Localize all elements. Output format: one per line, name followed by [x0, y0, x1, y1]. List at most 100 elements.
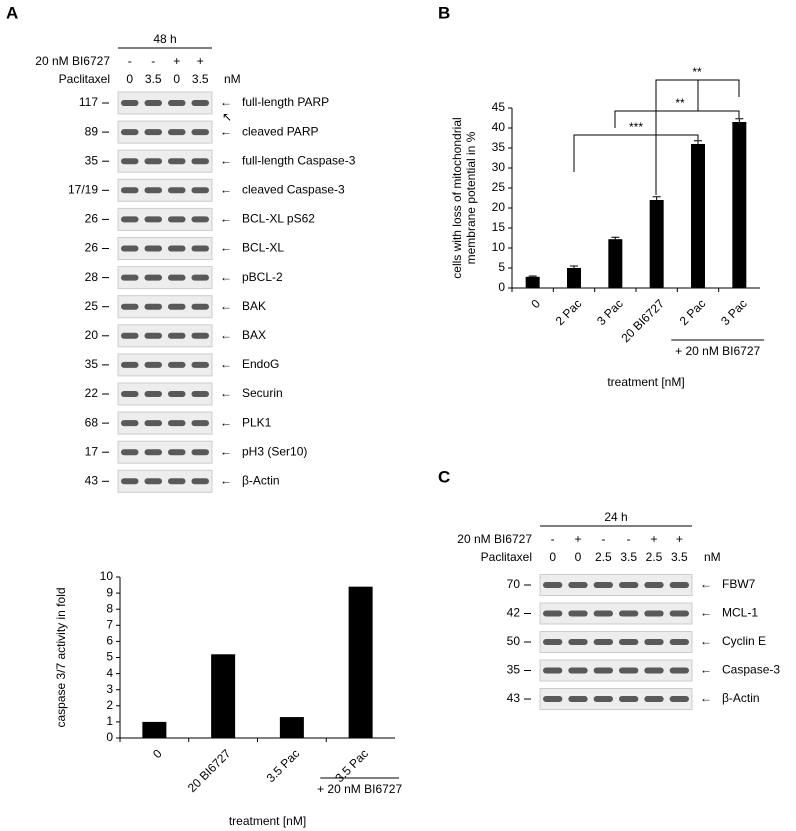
band [168, 332, 186, 339]
band [191, 158, 209, 165]
arrow: ← [700, 663, 712, 677]
protein-label: β-Actin [722, 691, 760, 705]
y-tick-label: 40 [492, 120, 506, 134]
band [619, 582, 639, 588]
band [168, 158, 186, 165]
band [593, 610, 613, 617]
band [168, 274, 186, 281]
band [619, 610, 639, 617]
x-tick-label: 3.5 Pac [332, 746, 371, 785]
band [191, 420, 209, 427]
protein-label: FBW7 [722, 577, 756, 591]
protein-label: Securin [242, 386, 283, 400]
mw-marker: 50 [507, 634, 521, 648]
arrow: ← [220, 386, 232, 400]
bar [691, 144, 705, 288]
protein-label: cleaved PARP [242, 124, 318, 138]
band [191, 332, 209, 339]
band [191, 100, 209, 106]
treatment-label: Paclitaxel [59, 72, 110, 86]
lane-label: 0 [126, 72, 133, 86]
bar [608, 239, 623, 288]
band [568, 696, 588, 702]
band [543, 610, 563, 617]
time-label: 24 h [604, 510, 627, 524]
y-tick-label: 0 [106, 730, 113, 744]
band [191, 187, 209, 194]
blot-strip [117, 469, 213, 493]
bar [732, 122, 747, 288]
band [121, 245, 139, 252]
band [144, 158, 162, 165]
significance-bracket [614, 110, 740, 128]
bar [211, 654, 236, 738]
band [121, 478, 139, 485]
lane-label: 0 [173, 72, 180, 86]
mw-marker: 117 [79, 95, 98, 109]
significance-bracket [573, 134, 699, 172]
arrow: ← [220, 444, 232, 458]
lane-label: 3.5 [671, 550, 688, 564]
treatment-label: Paclitaxel [481, 550, 532, 564]
y-tick-label: 5 [106, 650, 113, 664]
band [144, 187, 162, 194]
arrow: ← [220, 415, 232, 429]
group-label: + 20 nM BI6727 [675, 344, 760, 358]
band [619, 696, 639, 702]
blot-strip [117, 266, 213, 290]
protein-label: BAK [242, 299, 266, 313]
x-tick-label: 3 Pac [594, 296, 626, 328]
bar [348, 586, 373, 738]
error-bar [570, 265, 578, 268]
blot-strip [539, 574, 693, 596]
band [121, 332, 139, 339]
mw-marker: 43 [85, 473, 99, 487]
band [619, 639, 639, 645]
band [144, 129, 162, 136]
y-axis-title: caspase 3/7 activity in fold [54, 587, 68, 727]
treatment-label: 20 nM BI6727 [35, 54, 110, 68]
lane-label: + [676, 532, 683, 546]
protein-label: MCL-1 [722, 606, 758, 620]
blot-strip [117, 149, 213, 173]
band [168, 245, 186, 252]
mw-marker: 35 [85, 357, 99, 371]
bar [649, 200, 664, 288]
mw-marker: 43 [507, 691, 521, 705]
band [144, 274, 162, 281]
protein-label: full-length PARP [242, 95, 329, 109]
band [121, 187, 139, 194]
band [144, 245, 162, 252]
lane-label: - [128, 54, 132, 68]
band [669, 610, 689, 617]
bar [142, 721, 167, 738]
bar [567, 268, 581, 288]
y-tick-label: 45 [492, 100, 506, 114]
band [144, 100, 162, 106]
band [191, 303, 209, 310]
lane-label: + [650, 532, 657, 546]
lane-label: 3.5 [192, 72, 209, 86]
lane-label: 3.5 [145, 72, 162, 86]
lane-label: 2.5 [646, 550, 663, 564]
band [121, 361, 139, 368]
band [121, 303, 139, 310]
band [191, 391, 209, 397]
lane-label: + [173, 54, 180, 68]
blot-strip [117, 324, 213, 348]
arrow: ← [220, 328, 232, 342]
band [144, 449, 162, 456]
band [168, 129, 186, 136]
blot-strip [539, 602, 693, 625]
arrow: ← [700, 606, 712, 620]
lane-label: - [627, 532, 631, 546]
band [121, 274, 139, 281]
band [543, 667, 563, 674]
unit-label: nM [224, 72, 241, 86]
lane-label: 2.5 [595, 550, 612, 564]
mw-marker: 22 [85, 386, 99, 400]
y-tick-label: 7 [106, 617, 113, 631]
arrow: ← [220, 241, 232, 255]
band [144, 391, 162, 397]
